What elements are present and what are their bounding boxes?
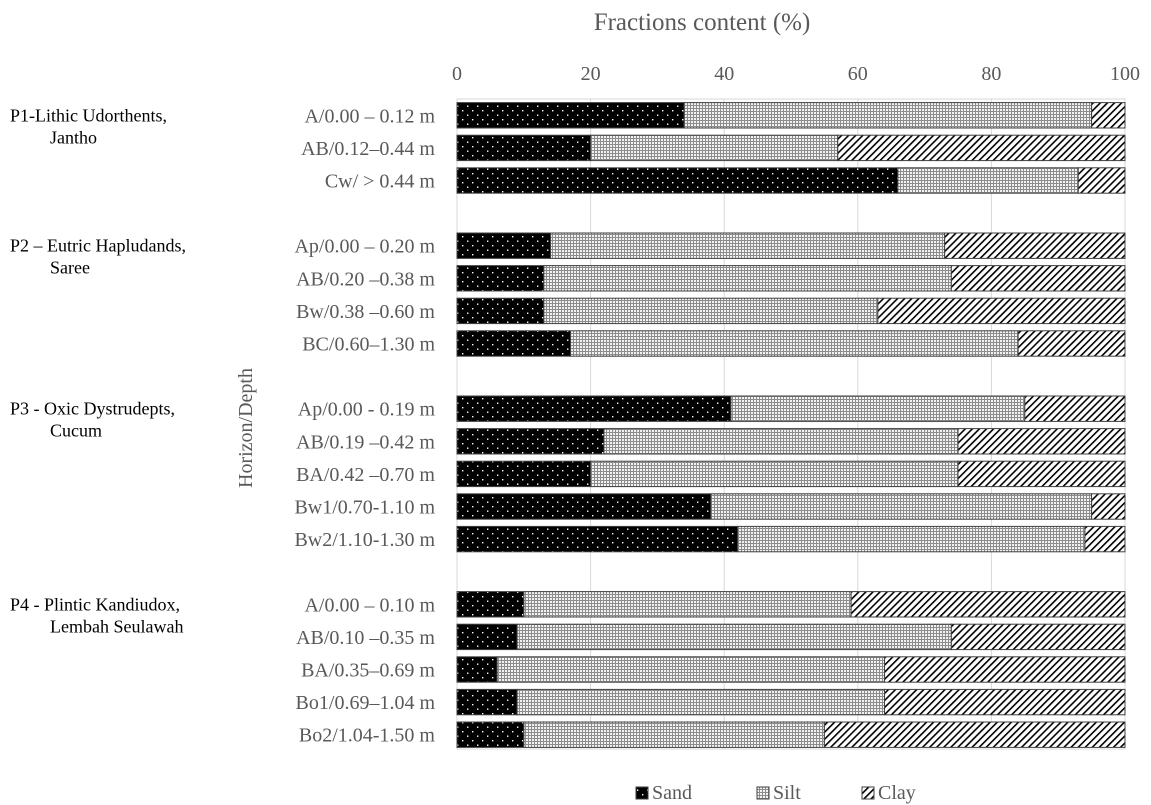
bar-clay bbox=[850, 591, 1126, 618]
group-label: Jantho bbox=[50, 127, 97, 147]
bar-sand bbox=[456, 297, 545, 325]
bar-silt bbox=[523, 591, 852, 618]
x-tick-label: 40 bbox=[714, 63, 734, 85]
bar-sand bbox=[456, 493, 712, 520]
category-label: Bw/0.38 –0.60 m bbox=[296, 301, 435, 323]
bar-clay bbox=[957, 460, 1126, 488]
bar-silt bbox=[897, 167, 1079, 194]
bar-clay bbox=[1084, 525, 1126, 553]
group-label: Lembah Seulawah bbox=[50, 616, 183, 636]
x-tick-label: 80 bbox=[981, 63, 1001, 85]
bar-silt bbox=[543, 265, 952, 292]
bar-silt bbox=[683, 102, 1093, 129]
legend-swatch-clay bbox=[861, 786, 875, 800]
category-labels: A/0.00 – 0.12 m AB/0.12–0.44 m Cw/ > 0.44 … bbox=[294, 105, 435, 746]
category-label: AB/0.19 –0.42 m bbox=[296, 431, 435, 453]
bar-sand bbox=[456, 134, 592, 162]
bar-sand bbox=[456, 525, 739, 553]
group-label: P1-Lithic Udorthents, bbox=[10, 105, 167, 125]
bar-silt bbox=[550, 232, 946, 259]
bar-clay bbox=[944, 232, 1126, 259]
category-label: AB/0.12–0.44 m bbox=[301, 138, 435, 160]
group-labels: P1-Lithic Udorthents,Jantho P2 – Eutric H… bbox=[10, 105, 186, 636]
legend-label: Sand bbox=[652, 782, 692, 804]
category-label: BC/0.60–1.30 m bbox=[302, 334, 435, 356]
bar-silt bbox=[730, 395, 1026, 422]
bar-sand bbox=[456, 591, 525, 618]
bar-sand bbox=[456, 265, 545, 292]
group-label: P4 - Plintic Kandiudox, bbox=[10, 594, 180, 614]
bar-silt bbox=[570, 330, 1019, 357]
plot-frame bbox=[456, 98, 1126, 750]
group-label: P2 – Eutric Hapludands, bbox=[10, 236, 186, 256]
x-tick-label: 60 bbox=[848, 63, 868, 85]
bar-sand bbox=[456, 102, 685, 129]
bar-sand bbox=[456, 232, 552, 259]
bar-silt bbox=[590, 134, 839, 162]
category-label: Bw1/0.70-1.10 m bbox=[294, 497, 435, 519]
legend-swatch-silt bbox=[756, 786, 770, 800]
bar-clay bbox=[1077, 167, 1126, 194]
category-label: AB/0.10 –0.35 m bbox=[296, 627, 435, 649]
bar-sand bbox=[456, 460, 592, 488]
legend: Sand Silt Clay bbox=[635, 782, 916, 804]
category-label: BA/0.35–0.69 m bbox=[301, 660, 435, 682]
bar-silt bbox=[496, 656, 886, 683]
bars bbox=[456, 102, 1126, 748]
bar-clay bbox=[877, 297, 1126, 325]
bar-sand bbox=[456, 330, 572, 357]
bar-silt bbox=[603, 428, 959, 455]
bar-clay bbox=[837, 134, 1126, 162]
chart-title: Fractions content (%) bbox=[594, 9, 811, 36]
bar-clay bbox=[950, 265, 1126, 292]
group-label: Cucum bbox=[50, 421, 102, 441]
category-label: A/0.00 – 0.12 m bbox=[304, 105, 435, 127]
bar-sand bbox=[456, 721, 525, 748]
legend-label: Silt bbox=[773, 782, 801, 804]
bar-silt bbox=[516, 623, 952, 651]
bar-clay bbox=[884, 656, 1126, 683]
bar-sand bbox=[456, 623, 518, 651]
bar-sand bbox=[456, 688, 518, 716]
bar-clay bbox=[1017, 330, 1126, 357]
bar-clay bbox=[1091, 493, 1126, 520]
group-label: P3 - Oxic Dystrudepts, bbox=[10, 399, 175, 419]
category-label: AB/0.20 –0.38 m bbox=[296, 268, 435, 290]
bar-clay bbox=[1091, 102, 1126, 129]
legend-swatch-sand bbox=[635, 786, 649, 800]
y-axis-label: Horizon/Depth bbox=[235, 368, 257, 488]
bar-silt bbox=[543, 297, 879, 325]
bar-silt bbox=[523, 721, 825, 748]
category-label: Cw/ > 0.44 m bbox=[325, 171, 436, 193]
bar-sand bbox=[456, 656, 498, 683]
category-label: Bo2/1.04-1.50 m bbox=[299, 725, 436, 747]
category-label: Bw2/1.10-1.30 m bbox=[294, 529, 435, 551]
bar-clay bbox=[950, 623, 1126, 651]
x-tick-label: 0 bbox=[452, 63, 462, 85]
bar-clay bbox=[1024, 395, 1126, 422]
group-label: Saree bbox=[50, 258, 90, 278]
x-axis-ticks: 0 20 40 60 80 100 bbox=[452, 63, 1140, 85]
category-label: Bo1/0.69–1.04 m bbox=[296, 692, 436, 714]
legend-label: Clay bbox=[878, 782, 916, 804]
bar-sand bbox=[456, 167, 899, 194]
gridlines bbox=[456, 98, 1126, 750]
bar-clay bbox=[957, 428, 1126, 455]
bar-clay bbox=[884, 688, 1126, 716]
bar-silt bbox=[737, 525, 1086, 553]
category-label: Ap/0.00 – 0.20 m bbox=[294, 236, 435, 258]
category-label: A/0.00 – 0.10 m bbox=[304, 594, 435, 616]
bar-silt bbox=[710, 493, 1093, 520]
bar-sand bbox=[456, 428, 605, 455]
bar-silt bbox=[590, 460, 959, 488]
x-tick-label: 20 bbox=[581, 63, 601, 85]
bar-sand bbox=[456, 395, 732, 422]
bar-silt bbox=[516, 688, 886, 716]
category-label: BA/0.42 –0.70 m bbox=[296, 464, 435, 486]
category-label: Ap/0.00 - 0.19 m bbox=[298, 399, 436, 421]
bar-clay bbox=[823, 721, 1126, 748]
x-tick-label: 100 bbox=[1110, 63, 1140, 85]
